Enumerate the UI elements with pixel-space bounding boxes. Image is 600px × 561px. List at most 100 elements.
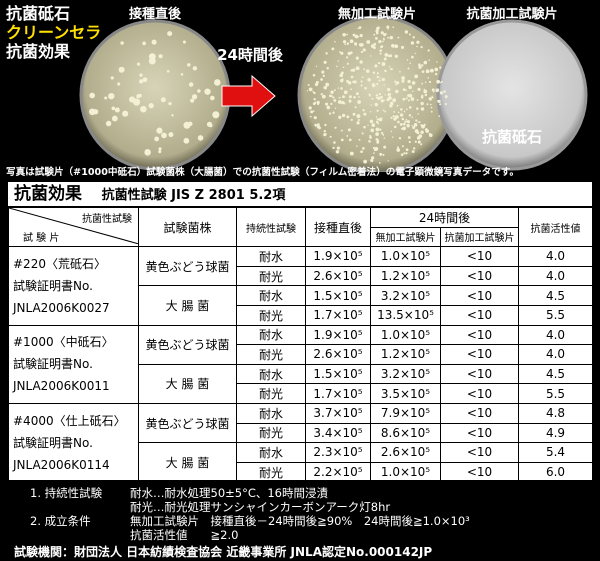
colony — [384, 110, 387, 113]
colony — [407, 99, 410, 102]
colony — [390, 116, 393, 119]
colony — [340, 51, 344, 55]
colony — [148, 53, 156, 61]
colony — [369, 119, 374, 124]
colony — [120, 41, 124, 45]
colony — [341, 113, 346, 118]
colony — [375, 120, 379, 124]
colony — [362, 147, 365, 150]
dish-label: 抗菌加工試験片 — [466, 7, 558, 22]
colony — [417, 87, 421, 91]
sample-line: 試験証明書No. — [13, 357, 93, 372]
colony — [346, 115, 350, 119]
colony — [346, 42, 350, 45]
colony — [367, 77, 371, 82]
colony — [391, 136, 394, 138]
durability-cell: 耐光 — [236, 383, 306, 404]
colony — [376, 72, 379, 75]
colony — [142, 41, 146, 46]
initial-cell: 2.2×10⁵ — [305, 461, 371, 483]
colony — [117, 82, 121, 86]
colony — [361, 132, 364, 135]
colony — [403, 122, 406, 126]
colony — [409, 62, 411, 65]
colony — [347, 51, 352, 56]
colony — [383, 137, 386, 139]
colony — [352, 80, 355, 84]
dish-label: 接種直後 — [128, 7, 182, 22]
header-cell: 試験菌株 — [138, 206, 237, 248]
colony — [392, 115, 395, 118]
colony — [405, 108, 408, 111]
colony — [388, 66, 391, 68]
colony — [191, 94, 198, 100]
colony — [392, 98, 397, 102]
corner: 抗菌性試験 試 験 片 — [8, 206, 139, 248]
colony — [111, 115, 118, 122]
colony — [393, 110, 396, 113]
colony — [136, 94, 141, 99]
colony — [332, 146, 335, 150]
colony — [360, 150, 363, 154]
colony — [151, 39, 157, 45]
colony — [309, 107, 312, 110]
colony — [426, 103, 429, 106]
colony — [142, 77, 148, 83]
activity-cell: 6.0 — [518, 461, 593, 483]
colony — [424, 81, 427, 84]
caption: 写真は試験片（#1000中砥石）試験菌株（大腸菌）での抗菌性試験（フィルム密着法… — [6, 167, 520, 178]
colony — [427, 77, 430, 79]
colony — [430, 110, 433, 113]
colony — [336, 146, 341, 150]
colony — [428, 59, 430, 61]
colony — [334, 107, 337, 109]
colony — [118, 66, 125, 73]
activity-cell: 5.4 — [518, 442, 593, 463]
colony — [387, 160, 389, 162]
colony — [439, 81, 442, 84]
colony — [348, 95, 352, 99]
results-table: 抗菌性試験 試 験 片 試験菌株 持続性試験 接種直後 24時間後 抗菌活性値 … — [8, 206, 593, 483]
colony — [309, 115, 312, 118]
colony — [400, 45, 405, 49]
colony — [355, 66, 360, 71]
colony — [308, 87, 313, 92]
colony — [347, 128, 351, 132]
colony — [356, 121, 360, 125]
colony — [377, 122, 380, 125]
colony — [359, 60, 363, 64]
colony — [180, 73, 184, 76]
colony — [416, 131, 420, 135]
colony — [393, 125, 397, 129]
colony — [192, 66, 198, 71]
colony — [379, 128, 382, 131]
sample-cell: #4000〈仕上砥石〉 試験証明書No. JNLA2006K0114 — [8, 402, 139, 483]
colony — [387, 92, 391, 97]
colony — [402, 97, 406, 101]
colony — [407, 136, 411, 139]
colony — [440, 80, 443, 83]
colony — [375, 116, 378, 118]
colony — [343, 90, 348, 95]
colony — [358, 138, 361, 141]
header-cell: 接種直後 — [305, 206, 371, 248]
colony — [111, 106, 116, 111]
colony — [420, 143, 423, 146]
colony — [321, 92, 323, 95]
treated-cell: <10 — [440, 324, 519, 346]
colony — [348, 138, 352, 142]
colony — [423, 123, 426, 126]
colony — [337, 60, 339, 62]
colony — [376, 75, 379, 79]
colony — [416, 107, 419, 110]
colony — [380, 31, 384, 35]
colony — [349, 151, 354, 156]
colony — [418, 121, 421, 124]
durability-cell: 耐光 — [236, 344, 306, 365]
untreated-cell: 7.9×10⁵ — [370, 402, 441, 424]
colony — [314, 82, 319, 87]
colony — [158, 147, 162, 151]
colony — [128, 96, 136, 103]
colony — [144, 149, 151, 156]
colony — [329, 135, 332, 138]
